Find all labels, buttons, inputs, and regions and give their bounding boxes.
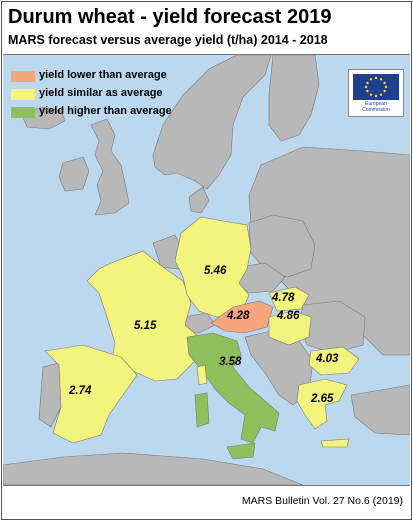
map-title: Durum wheat - yield forecast 2019 <box>8 6 332 28</box>
value-italy: 3.58 <box>219 356 242 368</box>
value-slovakia: 4.78 <box>272 292 295 304</box>
ec-logo: European Commission <box>348 69 404 117</box>
region-sardinia <box>194 392 210 428</box>
region-italy <box>186 332 280 444</box>
legend-swatch-lower <box>11 71 35 82</box>
legend-swatch-similar <box>11 89 35 100</box>
region-spain <box>44 344 138 444</box>
legend-label-higher: yield higher than average <box>39 105 172 117</box>
region-sicily <box>226 442 256 460</box>
land-north-africa <box>3 452 304 485</box>
land-great-britain <box>90 118 130 216</box>
region-corsica <box>196 364 208 386</box>
value-austria: 4.28 <box>227 310 250 322</box>
legend-label-lower: yield lower than average <box>39 69 167 81</box>
legend-label-similar: yield similar as average <box>39 87 163 99</box>
value-bulgaria: 4.03 <box>316 353 339 365</box>
region-bulgaria <box>308 346 360 376</box>
land-denmark <box>188 186 210 214</box>
land-turkey <box>350 384 410 436</box>
bulletin-footer: MARS Bulletin Vol. 27 No.6 (2019) <box>241 495 403 507</box>
region-hungary <box>268 310 312 346</box>
region-france <box>86 250 200 382</box>
legend-swatch-higher <box>11 107 35 118</box>
region-slovakia <box>268 286 310 312</box>
map-subtitle: MARS forecast versus average yield (t/ha… <box>8 33 328 47</box>
value-france: 5.15 <box>134 320 157 332</box>
ec-logo-text: European Commission <box>362 101 390 113</box>
region-greece <box>296 378 348 430</box>
value-germany: 5.46 <box>204 265 227 277</box>
land-finland <box>268 55 320 142</box>
value-hungary: 4.86 <box>277 310 300 322</box>
eu-flag-icon <box>353 74 399 100</box>
map-area: yield lower than average yield similar a… <box>3 54 410 486</box>
region-germany <box>174 216 252 318</box>
land-scandinavia <box>152 55 272 190</box>
value-greece: 2.65 <box>311 393 334 405</box>
land-poland <box>248 214 316 278</box>
europe-map <box>3 55 410 485</box>
land-ireland <box>58 156 90 192</box>
value-spain: 2.74 <box>69 385 92 397</box>
region-crete <box>320 438 350 448</box>
